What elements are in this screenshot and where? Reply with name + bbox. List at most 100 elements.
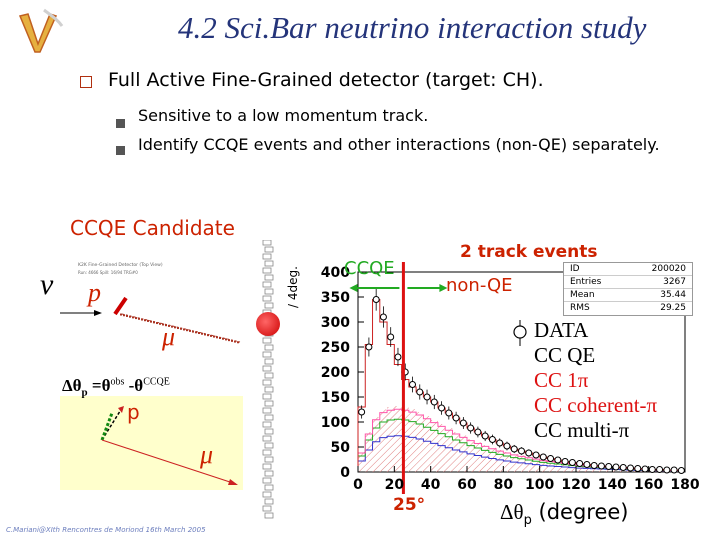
data-point <box>387 333 395 341</box>
x-tick-label: 60 <box>457 477 477 493</box>
strip-cell <box>264 260 274 267</box>
hist-bar-cc1pi <box>437 424 446 472</box>
legend-ccmulti-label: CC multi-π <box>534 418 630 442</box>
strip-cell <box>262 449 272 456</box>
data-point <box>409 381 416 388</box>
y-tick-label: 150 <box>321 390 350 406</box>
strip-cell <box>262 379 272 386</box>
hist-bar-cc1pi <box>452 432 460 472</box>
strip-cell <box>262 477 272 484</box>
strip-cell <box>264 400 274 407</box>
event-hit <box>186 329 188 332</box>
strip-cell <box>264 344 274 351</box>
y-tick-label: 100 <box>321 415 350 431</box>
hist-bar-cc1pi <box>365 432 373 472</box>
nu-label: ν <box>40 268 54 301</box>
legend-markers <box>513 320 527 346</box>
event-display-graphic: K2K Fine-Grained Detector (Top View) Run… <box>50 258 243 490</box>
event-hit <box>138 317 140 320</box>
main-bullet <box>80 73 92 92</box>
event-hit <box>153 321 155 324</box>
event-hit <box>174 326 176 329</box>
strip-cell <box>264 484 274 491</box>
data-point <box>525 449 533 457</box>
formula-obs: obs <box>110 376 125 388</box>
nu-logo-icon <box>18 8 64 53</box>
data-point <box>372 296 380 303</box>
event-hit <box>150 320 152 323</box>
event-hits <box>120 313 239 344</box>
vertex-blob <box>256 312 280 336</box>
x-tick-label: 80 <box>494 477 514 493</box>
data-point <box>532 451 540 459</box>
y-tick-label: 200 <box>321 365 350 381</box>
event-hit <box>237 341 239 344</box>
strip-cell <box>264 288 274 295</box>
stats-key: ID <box>570 264 580 274</box>
event-hit <box>204 333 206 336</box>
data-point <box>627 464 634 472</box>
data-point <box>474 428 482 436</box>
two-track-label: 2 track events <box>460 242 598 262</box>
hist-bar-cc1pi <box>423 416 431 472</box>
event-hit <box>195 331 197 334</box>
sub-bullet-2: Identify CCQE events and other interacti… <box>138 135 660 154</box>
data-point <box>438 404 446 412</box>
strip-cell <box>262 240 272 246</box>
muon-label-2: μ <box>200 440 214 469</box>
event-hit <box>168 324 170 327</box>
hist-bar-cc1pi <box>445 428 453 472</box>
strip-cell <box>262 351 272 358</box>
legend: DATA CC QE CC 1π CC coherent-π CC multi-… <box>534 318 657 443</box>
event-hit <box>216 336 218 339</box>
event-hit <box>144 319 146 322</box>
data-point <box>677 467 685 474</box>
plot-root: 0 50 100 150 200 250 300 350 400 0 20 40 60 80 100 120 1… <box>321 262 700 494</box>
strip-cell <box>264 358 274 365</box>
y-tick-label: 350 <box>321 290 350 306</box>
stats-row: Entries 3267 <box>564 276 692 289</box>
event-hit <box>192 330 194 333</box>
detector-strip-graphic <box>262 240 274 519</box>
hist-bar-cc1pi <box>481 445 489 472</box>
data-point <box>670 466 678 474</box>
ccqe-arrowhead-icon <box>349 284 358 292</box>
muon-vector <box>101 439 237 485</box>
hist-bar-cc1pi <box>474 442 482 472</box>
slide-footer: C.Mariani@XIth Rencontres de Moriond 16t… <box>6 526 206 534</box>
x-axis-symbol: Δθ <box>500 500 524 524</box>
stats-value: 200020 <box>651 264 686 274</box>
event-hit <box>189 329 191 332</box>
strip-cell <box>264 246 274 253</box>
data-point <box>590 462 598 469</box>
data-point <box>488 436 496 443</box>
ccqe-candidate-title: CCQE Candidate <box>70 216 235 240</box>
event-hit <box>201 332 203 335</box>
y-axis-label: / 4deg. <box>286 218 300 308</box>
strip-cell <box>264 372 274 379</box>
legend-data-marker-icon <box>513 325 527 339</box>
stats-row: Mean 35.44 <box>564 289 692 302</box>
x-axis-label: Δθp (degree) <box>500 500 629 528</box>
event-hit <box>234 340 236 343</box>
formula-ccqe: CCQE <box>143 376 170 388</box>
data-point <box>554 456 562 464</box>
y-tick-label: 400 <box>321 265 350 281</box>
legend-cccoh: CC coherent-π <box>534 393 657 418</box>
hist-bar-cc1pi <box>517 455 526 472</box>
data-point <box>394 353 402 361</box>
data-point <box>358 408 366 416</box>
sub-bullet-1: Sensitive to a low momentum track. <box>138 106 429 125</box>
nonqe-arrowhead-icon <box>439 284 448 292</box>
data-point <box>648 466 656 473</box>
x-tick-label: 0 <box>353 477 363 493</box>
event-hit <box>132 316 134 319</box>
legend-data: DATA <box>534 318 657 343</box>
event-hit <box>171 325 173 328</box>
data-point <box>539 453 547 461</box>
data-point <box>656 466 664 473</box>
hist-bar-cc1pi <box>408 409 417 472</box>
data-point <box>561 458 569 465</box>
hist-bar-cc1pi <box>358 452 366 472</box>
strip-cell <box>264 442 274 449</box>
